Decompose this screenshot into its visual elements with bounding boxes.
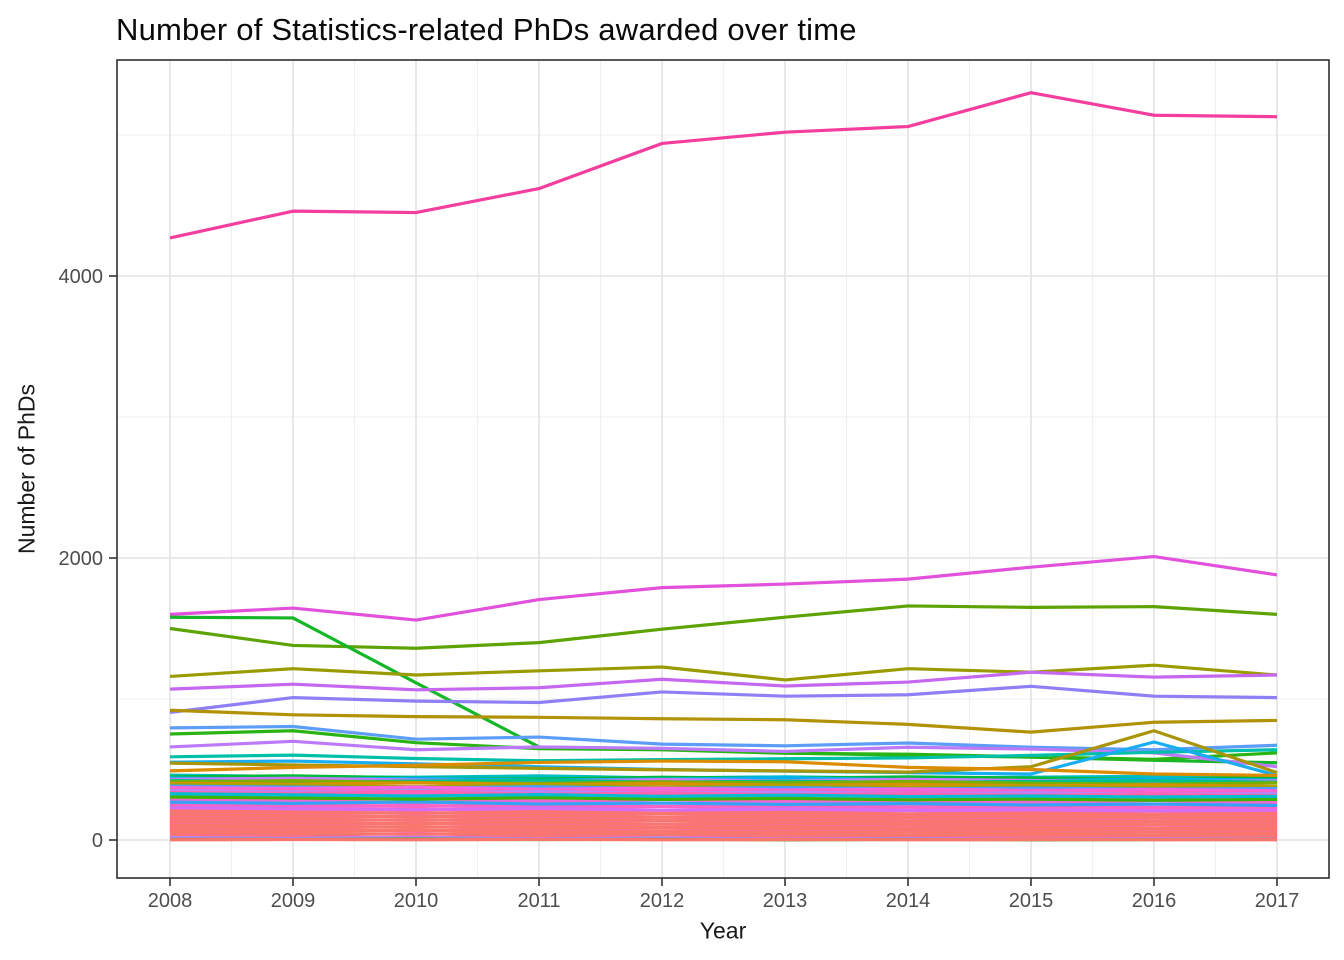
series-15-line [169, 759, 1278, 778]
y-tick-label: 2000 [59, 548, 104, 570]
series-07-line [169, 684, 1278, 714]
y-axis-title: Number of PhDs [13, 383, 40, 555]
background-series-line-29 [169, 792, 1278, 799]
y-tick-label: 4000 [59, 266, 104, 288]
series-11-line [169, 739, 1278, 769]
background-series-line-18 [169, 803, 1278, 811]
x-tick-label: 2009 [271, 890, 316, 912]
background-series-line-31 [169, 813, 1278, 820]
x-tick-label: 2011 [517, 890, 560, 912]
background-series-line-10 [169, 785, 1278, 793]
background-series-line-30 [169, 809, 1278, 816]
background-series-line-7 [169, 781, 1278, 789]
x-axis-title: Year [699, 917, 747, 944]
y-tick-label: 0 [92, 830, 103, 852]
panel-border [116, 59, 1330, 879]
x-tick-label: 2008 [148, 890, 193, 912]
chart-title: Number of Statistics-related PhDs awarde… [116, 12, 857, 47]
background-series-line-33 [169, 820, 1278, 827]
background-series-line-36 [169, 828, 1278, 836]
series-08-line [169, 708, 1278, 734]
background-series-line-32 [169, 816, 1278, 823]
x-tick-label: 2015 [1009, 890, 1054, 912]
background-series-line-37 [169, 830, 1278, 838]
background-series-line-26 [169, 800, 1278, 808]
x-tick-label: 2017 [1255, 890, 1300, 912]
x-tick-label: 2013 [763, 890, 808, 912]
background-series-line-27 [169, 805, 1278, 813]
x-tick-label: 2014 [886, 890, 931, 912]
series-03-line [169, 604, 1278, 650]
x-tick-label: 2010 [394, 890, 439, 912]
series-12-line [169, 748, 1278, 763]
series-05-line [169, 663, 1278, 682]
series-06-line [169, 670, 1278, 692]
x-tick-label: 2016 [1132, 890, 1177, 912]
series-02-line [169, 554, 1278, 622]
series-01-line [169, 91, 1278, 240]
x-tick-label: 2012 [640, 890, 685, 912]
background-series-line-35 [169, 825, 1278, 832]
background-series-line-28 [169, 795, 1278, 802]
background-series-line-13 [169, 790, 1278, 798]
